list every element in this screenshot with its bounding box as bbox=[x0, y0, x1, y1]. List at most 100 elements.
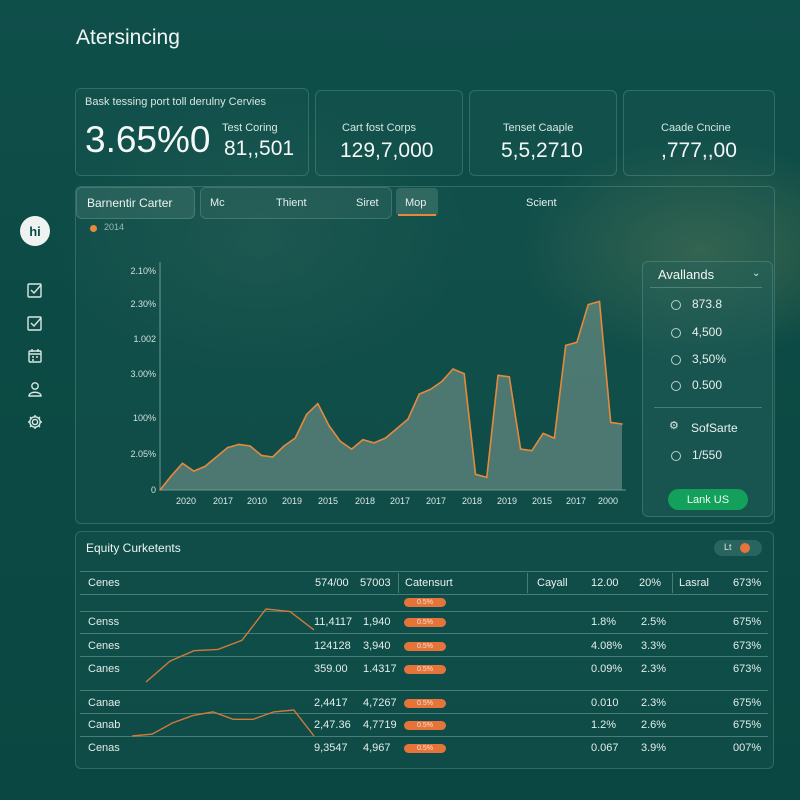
row-value-e: 675% bbox=[733, 719, 762, 731]
kpi-card-1[interactable]: Bask tessing port toll derulny Cervies 3… bbox=[75, 88, 309, 176]
section-title: SofSarte bbox=[691, 421, 738, 435]
data-point bbox=[283, 445, 285, 447]
option-radio[interactable] bbox=[671, 355, 681, 365]
row-name: Cenas bbox=[88, 742, 120, 754]
data-point bbox=[305, 413, 308, 416]
data-point bbox=[170, 475, 173, 477]
option-radio[interactable] bbox=[671, 451, 681, 461]
data-point bbox=[440, 380, 443, 383]
header-separator bbox=[527, 573, 528, 593]
row-value-b: 4,7719 bbox=[363, 719, 397, 731]
kpi-card-4[interactable]: Caade Cncine ,777,,00 bbox=[623, 90, 775, 176]
kpi-card-3[interactable]: Tenset Caaple 5,5,2710 bbox=[469, 90, 617, 176]
y-tick-label: 0 bbox=[150, 485, 156, 495]
column-header[interactable]: Lasral bbox=[679, 577, 709, 589]
availability-panel bbox=[642, 261, 773, 517]
status-badge: 0.5% bbox=[404, 618, 446, 627]
row-value-a: 11,4117 bbox=[314, 616, 353, 628]
row-name: Cenes bbox=[88, 640, 120, 652]
data-point bbox=[598, 300, 601, 303]
data-point bbox=[542, 432, 544, 435]
data-point bbox=[576, 341, 578, 344]
row-value-c: 1.2% bbox=[591, 719, 617, 731]
data-point bbox=[373, 442, 375, 444]
option-label: 0.500 bbox=[692, 378, 723, 392]
gear-icon[interactable] bbox=[26, 413, 44, 431]
tab-mc[interactable]: Mc bbox=[210, 197, 225, 209]
availability-title: Avallands bbox=[658, 267, 715, 282]
user-icon[interactable] bbox=[26, 380, 44, 398]
x-tick-label: 2015 bbox=[532, 496, 553, 506]
data-point bbox=[350, 448, 353, 450]
checkbox-icon[interactable] bbox=[26, 314, 44, 332]
data-point bbox=[418, 393, 420, 395]
chevron-down-icon[interactable]: ⌄ bbox=[752, 268, 761, 279]
row-value-d: 3.3% bbox=[641, 640, 667, 652]
column-header[interactable]: Cayall bbox=[537, 577, 568, 589]
data-point bbox=[429, 388, 432, 391]
kpi-label: Caade Cncine bbox=[661, 122, 731, 134]
link-us-button[interactable]: Lank US bbox=[668, 489, 748, 510]
checkbox-icon[interactable] bbox=[26, 281, 44, 299]
data-point bbox=[531, 449, 533, 452]
divider bbox=[654, 407, 762, 408]
column-header[interactable]: 12.00 bbox=[591, 577, 619, 589]
kpi-value: 3.65%0 bbox=[85, 119, 211, 160]
settings-icon: ⚙ bbox=[669, 420, 679, 432]
row-name: Canab bbox=[88, 719, 121, 731]
row-value-c: 0.010 bbox=[591, 697, 619, 709]
row-value-b: 4,967 bbox=[363, 742, 391, 754]
table-divider bbox=[80, 633, 768, 634]
row-value-b: 3,940 bbox=[363, 640, 391, 652]
option-label: 873.8 bbox=[692, 297, 723, 311]
data-point bbox=[316, 402, 319, 405]
status-badge: 0.5% bbox=[404, 721, 446, 730]
row-value-d: 3.9% bbox=[641, 742, 667, 754]
kpi-card-2[interactable]: Cart fost Corps 129,7,000 bbox=[315, 90, 463, 176]
row-value-e: 675% bbox=[733, 616, 762, 628]
data-point bbox=[452, 368, 454, 370]
data-point bbox=[564, 344, 567, 347]
column-header[interactable]: 57003 bbox=[360, 577, 391, 589]
x-tick-label: 2017 bbox=[390, 496, 411, 506]
x-tick-label: 2019 bbox=[282, 496, 303, 506]
table-divider bbox=[80, 594, 768, 595]
data-point bbox=[260, 454, 263, 457]
kpi-label: Bask tessing port toll derulny Cervies bbox=[85, 96, 266, 108]
calendar-icon[interactable] bbox=[26, 347, 44, 365]
tab-scient[interactable]: Scient bbox=[526, 197, 557, 209]
avatar[interactable]: hi bbox=[20, 216, 50, 246]
column-header[interactable]: 673% bbox=[733, 577, 762, 589]
column-header[interactable]: Catensurt bbox=[405, 577, 453, 589]
column-header[interactable]: Cenes bbox=[88, 577, 120, 589]
toggle-knob bbox=[740, 543, 750, 553]
row-value-b: 1.4317 bbox=[363, 663, 397, 675]
tab-mop[interactable]: Mop bbox=[405, 197, 427, 209]
data-point bbox=[497, 374, 499, 377]
kpi-label: Tenset Caaple bbox=[503, 122, 574, 134]
toggle-switch[interactable] bbox=[714, 540, 762, 556]
x-tick-label: 2020 bbox=[176, 496, 197, 506]
data-point bbox=[249, 445, 251, 447]
option-radio[interactable] bbox=[671, 300, 681, 310]
row-value-e: 007% bbox=[733, 742, 762, 754]
column-header[interactable]: 574/00 bbox=[315, 577, 349, 589]
tab-thient[interactable]: Thient bbox=[276, 197, 307, 209]
option-radio[interactable] bbox=[671, 328, 681, 338]
option-label: 3,50% bbox=[692, 352, 727, 366]
row-value-b: 1,940 bbox=[363, 616, 391, 628]
row-value-e: 673% bbox=[733, 663, 762, 675]
header-separator bbox=[398, 573, 399, 593]
data-point bbox=[362, 438, 364, 441]
x-tick-label: 2018 bbox=[355, 496, 376, 506]
area-fill bbox=[160, 301, 622, 490]
data-point bbox=[238, 443, 240, 446]
x-tick-label: 2017 bbox=[426, 496, 447, 506]
x-tick-label: 2018 bbox=[462, 496, 483, 506]
data-point bbox=[215, 456, 218, 458]
option-radio[interactable] bbox=[671, 381, 681, 391]
tab-siret[interactable]: Siret bbox=[356, 197, 379, 209]
x-tick-label: 2010 bbox=[247, 496, 268, 506]
column-header[interactable]: 20% bbox=[639, 577, 662, 589]
kpi-sub-value: 81,,501 bbox=[224, 137, 295, 160]
